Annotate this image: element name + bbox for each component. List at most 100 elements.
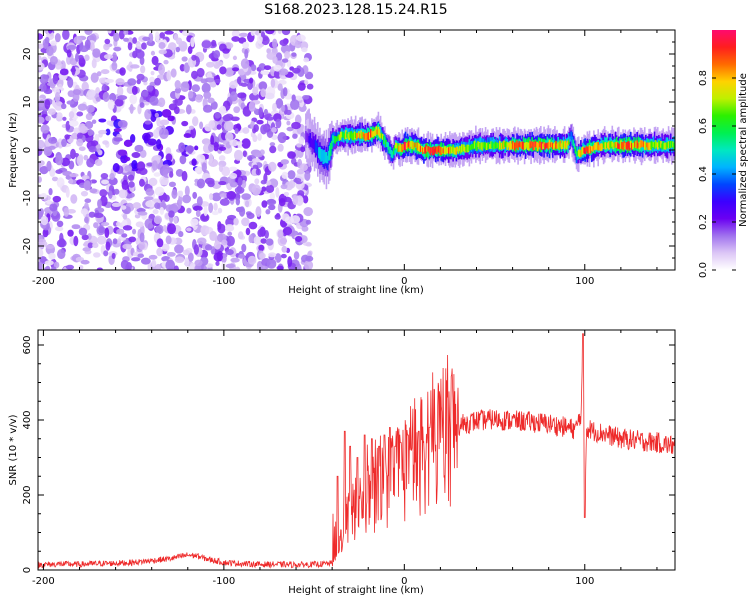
noise-blob: [67, 229, 74, 237]
noise-blob: [148, 177, 158, 187]
signal-cell: [372, 131, 374, 138]
noise-blob: [232, 124, 242, 131]
signal-cell: [672, 141, 674, 148]
noise-blob: [214, 78, 221, 84]
noise-blob: [50, 266, 57, 270]
noise-blob: [235, 197, 241, 206]
signal-cell: [548, 139, 551, 149]
signal-cell: [371, 130, 373, 138]
signal-cell: [407, 140, 410, 148]
signal-cell: [486, 142, 489, 150]
noise-blob: [253, 235, 263, 245]
noise-blob: [89, 188, 98, 194]
noise-blob: [98, 77, 107, 83]
noise-blob: [165, 259, 176, 270]
noise-blob: [229, 139, 239, 147]
noise-blob: [248, 234, 254, 244]
noise-blob: [149, 76, 155, 83]
noise-blob: [213, 252, 223, 262]
noise-blob: [218, 164, 224, 172]
noise-blob: [226, 214, 237, 221]
noise-blob: [182, 249, 190, 256]
noise-blob: [287, 170, 296, 180]
signal-cell: [326, 155, 329, 164]
noise-blob: [137, 253, 145, 258]
signal-cell: [667, 141, 670, 149]
signal-cell: [462, 144, 464, 152]
noise-blob: [75, 52, 80, 62]
signal-cell: [426, 146, 428, 152]
colorbar-tick-label: 0.8: [698, 70, 709, 86]
noise-blob: [209, 193, 214, 201]
noise-blob: [90, 140, 99, 146]
noise-blob: [219, 66, 227, 75]
signal-cell: [619, 143, 621, 150]
signal-cell: [405, 142, 408, 150]
signal-cell: [494, 141, 497, 149]
signal-cell: [497, 143, 500, 150]
noise-blob: [277, 143, 284, 152]
noise-blob: [281, 245, 288, 253]
signal-cell: [558, 141, 561, 151]
signal-cell: [368, 132, 371, 140]
noise-blob: [258, 244, 265, 252]
noise-blob: [101, 179, 109, 185]
noise-blob: [297, 82, 306, 91]
signal-cell: [572, 139, 575, 146]
signal-cell: [333, 136, 335, 142]
noise-blob: [299, 163, 309, 172]
spectrogram-xtick-label: -200: [32, 276, 55, 287]
signal-cell: [613, 142, 616, 148]
noise-blob: [120, 259, 129, 270]
signal-cell: [308, 135, 310, 144]
colorbar-gradient: [712, 30, 736, 270]
noise-blob: [252, 86, 259, 96]
signal-cell: [496, 142, 499, 148]
signal-cell: [482, 142, 485, 148]
noise-blob: [285, 109, 292, 116]
noise-blob: [154, 186, 165, 197]
signal-cell: [564, 140, 567, 148]
signal-cell: [554, 142, 556, 148]
signal-cell: [636, 140, 638, 149]
signal-cell: [381, 134, 384, 140]
signal-cell: [459, 146, 462, 154]
noise-blob: [79, 45, 89, 53]
noise-blob: [127, 174, 135, 181]
noise-blob: [251, 184, 262, 196]
signal-cell: [492, 142, 494, 150]
signal-cell: [306, 132, 308, 142]
noise-blob: [127, 42, 133, 51]
noise-blob: [86, 89, 96, 98]
noise-blob: [211, 192, 222, 202]
signal-cell: [584, 147, 587, 155]
noise-blob: [269, 142, 276, 147]
noise-blob: [53, 261, 60, 269]
noise-blob: [117, 86, 124, 97]
noise-blob: [111, 52, 118, 63]
signal-cell: [481, 142, 484, 151]
noise-blob: [155, 263, 162, 270]
noise-blob: [240, 82, 248, 87]
noise-blob: [88, 211, 96, 218]
noise-blob: [77, 54, 84, 60]
noise-blob: [258, 265, 268, 270]
noise-blob: [306, 83, 314, 90]
signal-cell: [389, 146, 392, 155]
noise-blob: [63, 207, 69, 217]
noise-blob: [244, 200, 250, 208]
noise-blob: [190, 218, 199, 226]
noise-blob: [113, 128, 122, 133]
noise-blob: [261, 36, 270, 46]
noise-blob: [175, 37, 183, 45]
signal-cell: [673, 142, 675, 151]
noise-blob: [190, 37, 195, 48]
signal-cell: [577, 149, 580, 157]
noise-blob: [277, 30, 283, 34]
noise-blob: [189, 262, 197, 270]
noise-blob: [69, 173, 79, 178]
signal-cell: [602, 141, 605, 148]
signal-cell: [503, 140, 505, 149]
noise-blob: [168, 42, 177, 51]
signal-cell: [447, 147, 450, 154]
